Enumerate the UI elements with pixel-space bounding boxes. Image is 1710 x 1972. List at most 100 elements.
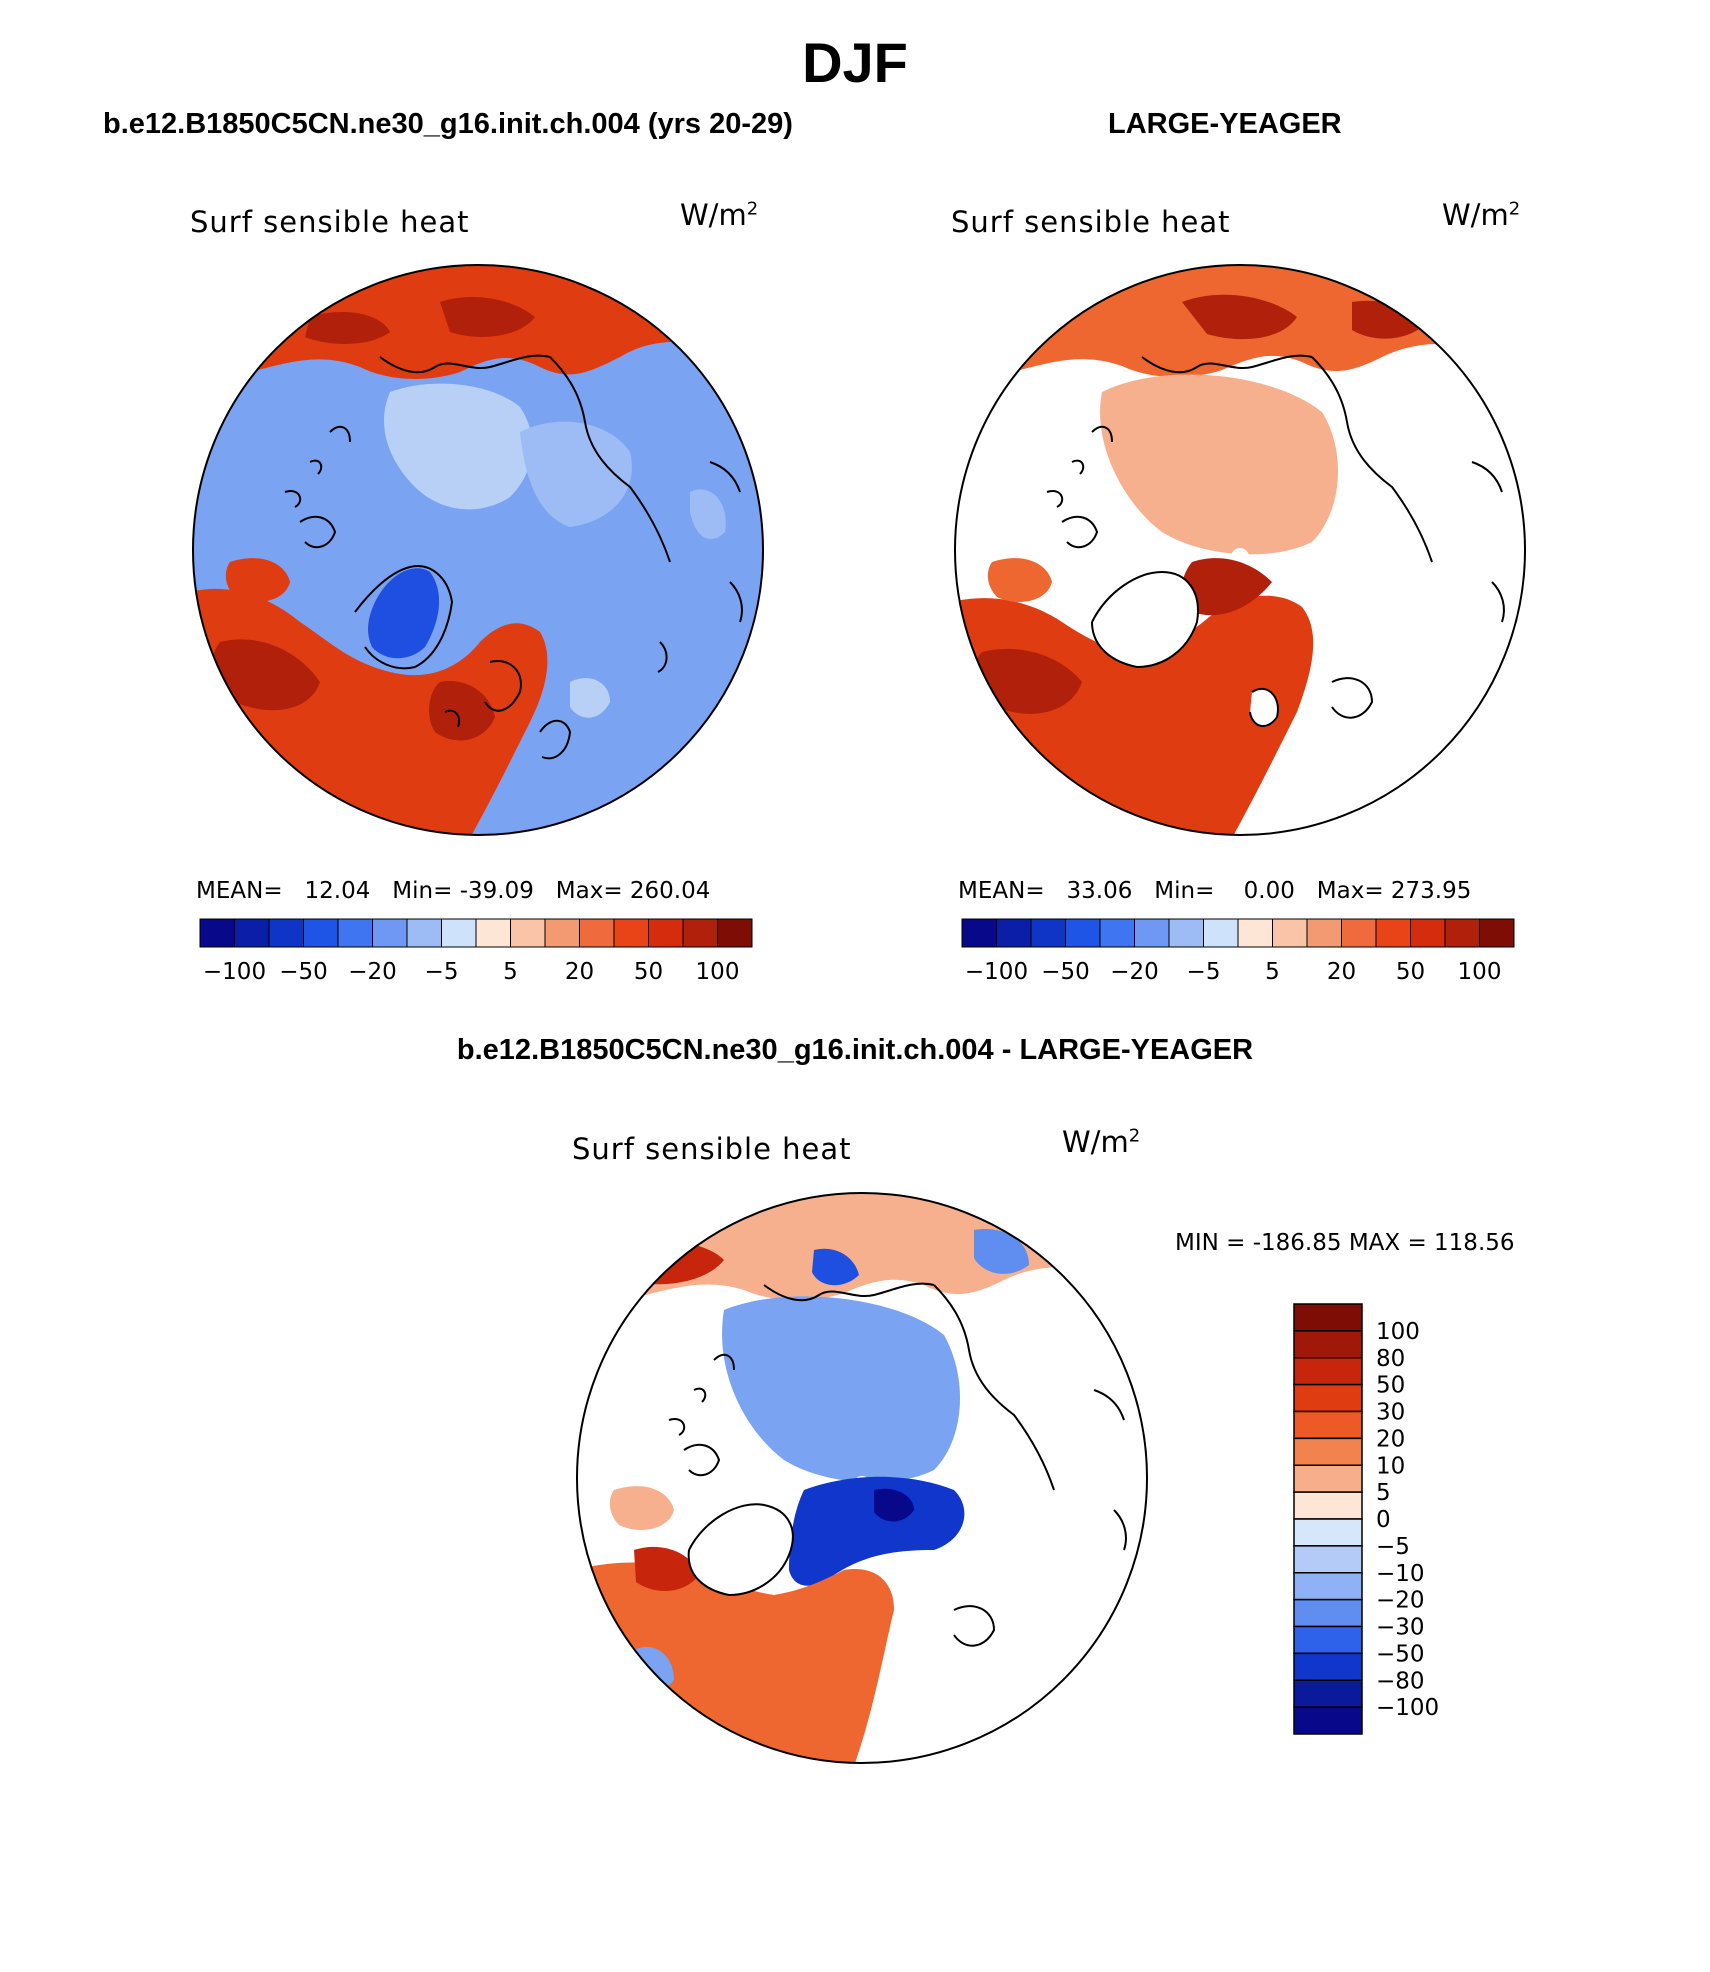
stats-diff: MIN = -186.85 MAX = 118.56 <box>1175 1230 1515 1256</box>
colorbar-swatch <box>1293 1572 1363 1601</box>
colorbar-swatch <box>1293 1383 1363 1413</box>
colorbar-tick-label: −100 <box>1376 1695 1439 1721</box>
field-iceland <box>1250 688 1278 727</box>
field-blue-patch-2 <box>974 1229 1029 1274</box>
colorbar-tick-label: −30 <box>1376 1615 1425 1641</box>
colorbar-swatch <box>234 918 270 948</box>
colorbar-tick-label: 30 <box>1376 1400 1405 1426</box>
colorbar-tick-label: 50 <box>1376 1373 1405 1399</box>
colorbar-swatch <box>1293 1598 1363 1628</box>
stats-obs: MEAN= 33.06 Min= 0.00 Max= 273.95 <box>958 878 1472 904</box>
field-top-darkred-2 <box>305 312 390 344</box>
map-boundary <box>192 264 764 836</box>
colorbar-tick-label: −5 <box>1187 959 1221 985</box>
colorbar-tick-label: −100 <box>203 959 266 985</box>
field-red-patch <box>634 1546 699 1592</box>
field-atlantic-darkred-2 <box>428 681 495 741</box>
field-darkred-3 <box>1181 558 1272 616</box>
colorbar-tick-label: −5 <box>425 959 459 985</box>
colorbar-swatch <box>1293 1545 1363 1574</box>
colorbar-swatch <box>372 918 408 948</box>
colorbar-swatch <box>337 918 373 948</box>
colorbar-tick-label: 5 <box>503 959 518 985</box>
field-atlantic-darkred <box>973 648 1082 714</box>
colorbar-tick-label: 100 <box>1458 959 1502 985</box>
field-deep-blue <box>789 1476 965 1586</box>
colorbar-swatch <box>406 918 442 948</box>
field-light-patch-2 <box>690 489 726 540</box>
colorbar-swatch <box>1134 918 1170 948</box>
map-boundary <box>954 264 1526 836</box>
colorbar-tick-label: −20 <box>348 959 397 985</box>
colorbar-swatch <box>1341 918 1377 948</box>
field-darkest-blue <box>874 1488 914 1522</box>
colorbar-tick-label: −20 <box>1110 959 1159 985</box>
colorbar-swatch <box>303 918 339 948</box>
colorbar-swatch <box>441 918 477 948</box>
colorbar-swatch <box>199 918 235 948</box>
colorbar-swatch <box>1293 1330 1363 1359</box>
field-ice-2 <box>520 421 632 527</box>
colorbar-tick-label: −50 <box>1376 1641 1425 1667</box>
colorbar-tick-label: −10 <box>1376 1561 1425 1587</box>
colorbar-tick-label: −50 <box>1041 959 1090 985</box>
colorbar-tick-label: 5 <box>1376 1480 1391 1506</box>
polar-map-diff <box>576 1192 1148 1764</box>
colorbar-swatch <box>717 918 753 948</box>
polar-map-model <box>192 264 764 836</box>
colorbar-swatch <box>1065 918 1101 948</box>
colorbar-swatch <box>475 918 511 948</box>
colorbar-tick-label: 0 <box>1376 1507 1391 1533</box>
colorbar-swatch <box>544 918 580 948</box>
colorbar-swatch <box>1237 918 1273 948</box>
units-model: W/m2 <box>680 198 759 232</box>
colorbar-swatch <box>1293 1410 1363 1440</box>
field-scand <box>1332 678 1372 718</box>
colorbar-swatch <box>996 918 1032 948</box>
plot-label-model: Surf sensible heat <box>190 205 470 239</box>
colorbar-swatch <box>1293 1464 1363 1493</box>
field-atlantic-darkred <box>211 639 320 711</box>
plot-label-obs: Surf sensible heat <box>951 205 1231 239</box>
colorbar-swatch <box>1293 1625 1363 1655</box>
stats-model: MEAN= 12.04 Min= -39.09 Max= 260.04 <box>196 878 711 904</box>
field-blue-patch <box>812 1248 859 1286</box>
field-west-peach <box>609 1486 674 1530</box>
colorbar-tick-label: 100 <box>1376 1319 1420 1345</box>
map-boundary <box>576 1192 1148 1764</box>
colorbar-tick-label: −80 <box>1376 1668 1425 1694</box>
colorbar-swatch <box>1099 918 1135 948</box>
field-scand <box>954 1606 994 1646</box>
field-greenland <box>688 1504 793 1595</box>
field-central-peach <box>1100 374 1339 555</box>
colorbar-swatch <box>961 918 997 948</box>
colorbar-swatch <box>1444 918 1480 948</box>
colorbar-swatch <box>579 918 615 948</box>
colorbar-model: −100 −50 −20 −5 5 20 50 100 <box>199 918 753 985</box>
field-light-patch <box>570 678 610 718</box>
case-title-obs: LARGE-YEAGER <box>1108 108 1342 140</box>
colorbar-swatch <box>648 918 684 948</box>
case-title-diff: b.e12.B1850C5CN.ne30_g16.init.ch.004 - L… <box>456 1034 1254 1066</box>
field-top-darkred <box>440 297 535 337</box>
colorbar-swatch <box>1293 1518 1363 1547</box>
colorbar-swatch <box>1306 918 1342 948</box>
colorbar-tick-label: −100 <box>965 959 1028 985</box>
colorbar-swatch <box>1293 1706 1363 1735</box>
colorbar-tick-label: −5 <box>1376 1534 1410 1560</box>
field-central-blue <box>722 1296 961 1483</box>
colorbar-swatch <box>1272 918 1308 948</box>
colorbar-swatch <box>1293 1679 1363 1708</box>
colorbar-tick-label: 10 <box>1376 1453 1405 1479</box>
colorbar-swatch <box>1293 1357 1363 1386</box>
colorbar-tick-label: 20 <box>1327 959 1356 985</box>
colorbar-swatch <box>1168 918 1204 948</box>
colorbar-tick-label: 100 <box>696 959 740 985</box>
colorbar-tick-label: −20 <box>1376 1588 1425 1614</box>
colorbar-tick-label: −50 <box>279 959 328 985</box>
units-diff: W/m2 <box>1062 1125 1141 1159</box>
colorbar-swatch <box>1293 1652 1363 1681</box>
colorbar-tick-label: 80 <box>1376 1346 1405 1372</box>
colorbar-swatch <box>1479 918 1515 948</box>
